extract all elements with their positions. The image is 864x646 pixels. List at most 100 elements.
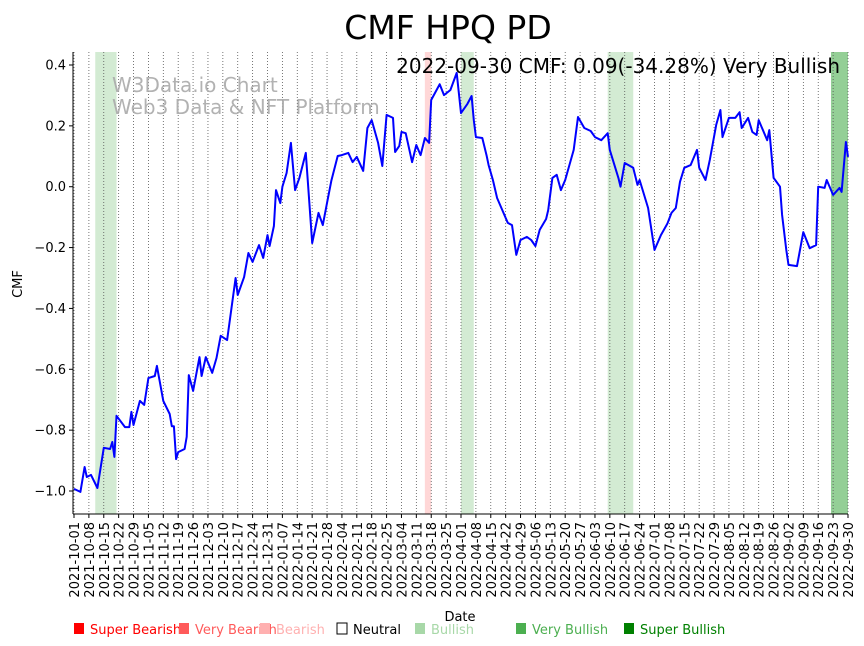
x-tick-label: 2022-07-08 [663, 522, 678, 598]
x-tick-label: 2022-03-18 [425, 522, 440, 598]
x-tick-label: 2022-03-25 [440, 522, 455, 598]
x-tick-label: 2022-09-09 [797, 522, 812, 598]
x-tick-label: 2022-07-01 [649, 522, 664, 598]
x-tick-label: 2022-04-29 [515, 522, 530, 598]
legend: Super Bearish Very Bearish Bearish Neutral B… [74, 622, 725, 638]
legend-label: Super Bullish [640, 623, 725, 638]
x-tick-label: 2022-07-22 [693, 522, 708, 598]
legend-label: Very Bullish [532, 623, 608, 638]
x-tick-label: 2021-10-08 [83, 522, 98, 598]
x-tick-label: 2022-09-02 [782, 522, 797, 598]
x-tick-label: 2021-12-10 [217, 522, 232, 598]
y-tick-label: −0.6 [34, 363, 66, 378]
x-tick-label: 2022-05-20 [559, 522, 574, 598]
x-tick-label: 2021-11-12 [157, 522, 172, 598]
x-tick-label: 2022-01-21 [306, 522, 321, 598]
x-tick-label: 2022-02-04 [336, 522, 351, 598]
x-axis-label: Date [444, 610, 475, 625]
region-bearish [424, 52, 432, 514]
x-tick-label: 2021-11-05 [142, 522, 157, 598]
x-tick-label: 2021-11-26 [187, 522, 202, 598]
legend-swatch [260, 623, 270, 634]
legend-swatch [624, 623, 634, 634]
x-tick-label: 2021-12-24 [247, 522, 262, 598]
y-tick-label: 0.4 [45, 59, 66, 74]
legend-swatch [415, 623, 425, 634]
legend-label: Bullish [431, 623, 474, 638]
region-bullish [607, 52, 634, 514]
legend-label: Super Bearish [90, 623, 181, 638]
x-tick-label: 2022-02-18 [366, 522, 381, 598]
chart-title: CMF HPQ PD [344, 8, 551, 47]
y-tick-label: −0.4 [34, 302, 66, 317]
x-tick-label: 2021-10-01 [68, 522, 83, 598]
x-tick-label: 2021-10-15 [98, 522, 113, 598]
x-tick-label: 2021-10-29 [128, 522, 143, 598]
x-tick-label: 2021-12-17 [232, 522, 247, 598]
y-tick-label: −0.8 [34, 424, 66, 439]
region-bullish [95, 52, 117, 514]
x-tick-label: 2022-08-19 [753, 522, 768, 598]
legend-swatch [179, 623, 189, 634]
x-tick-label: 2022-08-05 [723, 522, 738, 598]
x-tick-label: 2022-09-16 [812, 522, 827, 598]
x-tick-label: 2022-04-08 [470, 522, 485, 598]
legend-item-bearish: Bearish [260, 623, 325, 638]
x-tick-label: 2022-08-12 [738, 522, 753, 598]
x-tick-label: 2022-09-23 [827, 522, 842, 598]
signal-regions [95, 52, 848, 514]
legend-item-super-bearish: Super Bearish [74, 623, 181, 638]
region-bullish [461, 52, 474, 514]
legend-label: Very Bearish [195, 623, 277, 638]
x-tick-label: 2022-06-24 [634, 522, 649, 598]
x-tick-label: 2022-03-11 [410, 522, 425, 598]
legend-swatch [516, 623, 526, 634]
legend-swatch [336, 622, 348, 635]
watermark-line-2: Web3 Data & NFT Platform [112, 95, 380, 119]
x-tick-label: 2022-05-13 [544, 522, 559, 598]
x-tick-label: 2022-07-29 [708, 522, 723, 598]
x-tick-label: 2022-07-15 [678, 522, 693, 598]
legend-item-bullish: Bullish [415, 623, 474, 638]
x-ticks: 2021-10-01 2021-10-08 2021-10-15 2021-10-22… [68, 514, 857, 598]
cmf-line [73, 71, 849, 493]
x-tick-label: 2022-05-27 [574, 522, 589, 598]
y-tick-label: 0.0 [45, 180, 66, 195]
x-tick-label: 2021-12-31 [262, 522, 277, 598]
x-tick-label: 2022-01-28 [321, 522, 336, 598]
x-tick-label: 2022-05-06 [529, 522, 544, 598]
y-axis-label: CMF [11, 270, 26, 298]
legend-item-very-bullish: Very Bullish [516, 623, 608, 638]
x-tick-label: 2022-06-10 [604, 522, 619, 598]
x-tick-label: 2022-08-26 [768, 522, 783, 598]
latest-value-annotation: 2022-09-30 CMF: 0.09(-34.28%) Very Bulli… [396, 54, 840, 78]
grid-lines [73, 52, 849, 514]
x-tick-label: 2022-01-14 [291, 522, 306, 598]
y-tick-label: −1.0 [34, 485, 66, 500]
x-tick-label: 2022-03-04 [395, 522, 410, 598]
legend-item-neutral: Neutral [336, 622, 401, 638]
x-tick-label: 2022-04-15 [485, 522, 500, 598]
x-tick-label: 2021-11-19 [172, 522, 187, 598]
x-tick-label: 2022-04-01 [455, 522, 470, 598]
legend-label: Neutral [353, 623, 401, 638]
region-very-bullish [830, 52, 848, 514]
legend-item-super-bullish: Super Bullish [624, 623, 725, 638]
series-layer [73, 71, 849, 493]
x-tick-label: 2022-02-25 [381, 522, 396, 598]
legend-label: Bearish [276, 623, 325, 638]
y-ticks: 0.4 0.2 0.0 −0.2 −0.4 −0.6 −0.8 −1.0 [34, 59, 73, 500]
x-tick-label: 2022-09-30 [842, 522, 857, 598]
x-tick-label: 2022-06-03 [589, 522, 604, 598]
legend-swatch [74, 623, 84, 634]
watermark-line-1: W3Data.io Chart [112, 73, 278, 97]
x-tick-label: 2022-06-17 [619, 522, 634, 598]
y-tick-label: 0.2 [45, 119, 66, 134]
x-tick-label: 2021-12-03 [202, 522, 217, 598]
legend-item-very-bearish: Very Bearish [179, 623, 277, 638]
x-tick-label: 2022-04-22 [500, 522, 515, 598]
x-tick-label: 2022-02-11 [351, 522, 366, 598]
x-tick-label: 2021-10-22 [113, 522, 128, 598]
y-tick-label: −0.2 [34, 241, 66, 256]
